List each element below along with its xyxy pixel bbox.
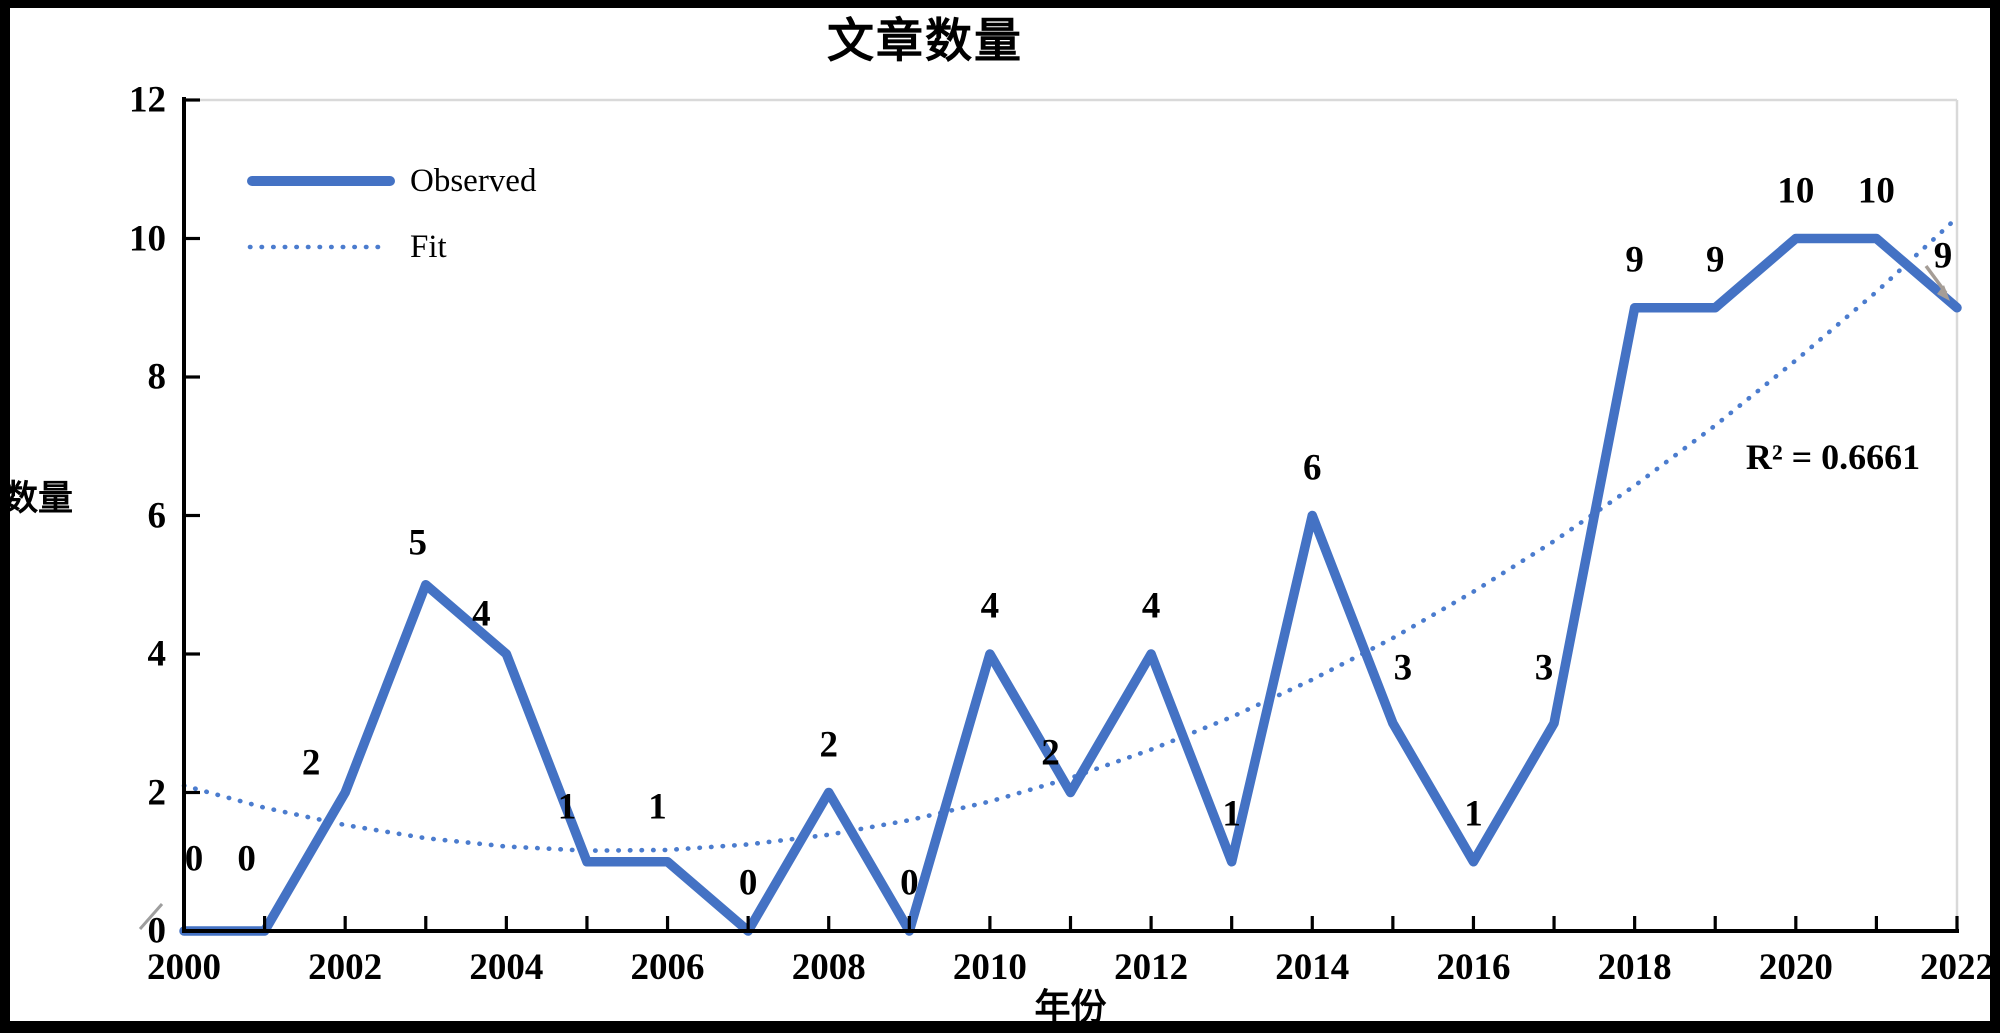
r-squared-annotation: R² = 0.6661 [1745, 437, 1921, 477]
data-label: 1 [1464, 793, 1483, 835]
observed-line-swatch-icon [247, 176, 395, 186]
data-label: 9 [1705, 239, 1725, 281]
data-label: 3 [1393, 647, 1413, 689]
data-label: 2 [301, 742, 321, 783]
x-tick-label: 2000 [147, 947, 221, 988]
data-label: 0 [738, 862, 758, 904]
origin-mark-artifact [138, 903, 164, 930]
data-label: 4 [1141, 585, 1161, 627]
data-label: 5 [408, 522, 428, 564]
data-label: 10 [1777, 170, 1815, 211]
x-tick-label: 2022 [1920, 947, 1994, 988]
data-label: 0 [900, 862, 919, 904]
x-tick-label: 2002 [308, 947, 383, 988]
x-tick-label: 2012 [1114, 947, 1189, 988]
legend-item-fit: Fit [246, 222, 536, 272]
x-tick-label: 2006 [630, 947, 705, 988]
x-tick-label: 2018 [1597, 947, 1672, 988]
x-tick-label: 2014 [1275, 947, 1350, 988]
data-label: 10 [1857, 170, 1895, 211]
x-tick-label: 2008 [791, 947, 866, 988]
legend: Observed Fit [246, 156, 536, 272]
data-label: 1 [648, 786, 667, 828]
data-label: 6 [1303, 447, 1322, 488]
legend-item-observed: Observed [246, 156, 536, 206]
data-label: 0 [184, 838, 204, 880]
data-label: 3 [1534, 647, 1554, 689]
fit-line-swatch-icon [247, 244, 385, 250]
x-tick-label: 2010 [952, 947, 1027, 988]
data-label: 4 [980, 585, 1000, 627]
legend-label-observed: Observed [410, 162, 537, 199]
y-axis-title: 数量 [3, 479, 74, 518]
y-tick-label: 2 [147, 772, 167, 813]
data-label: 0 [237, 838, 256, 880]
x-tick-label: 2016 [1436, 947, 1511, 988]
data-label: 1 [1222, 793, 1241, 835]
data-label: 9 [1625, 239, 1644, 281]
data-label: 9 [1933, 235, 1953, 277]
y-tick-label: 12 [129, 79, 166, 121]
y-tick-label: 0 [147, 910, 167, 952]
data-label: 4 [472, 593, 491, 635]
data-label: 2 [819, 724, 838, 765]
data-label: 1 [557, 786, 577, 828]
x-tick-label: 2020 [1758, 947, 1833, 988]
x-axis-title: 年份 [1034, 987, 1107, 1027]
data-label: 2 [1041, 732, 1060, 773]
y-tick-label: 6 [147, 495, 167, 536]
y-tick-label: 4 [147, 633, 167, 675]
legend-label-fit: Fit [410, 228, 447, 265]
y-tick-label: 8 [147, 356, 167, 398]
y-tick-label: 10 [129, 218, 166, 259]
x-tick-label: 2004 [469, 947, 544, 988]
chart-title: 文章数量 [827, 16, 1023, 68]
